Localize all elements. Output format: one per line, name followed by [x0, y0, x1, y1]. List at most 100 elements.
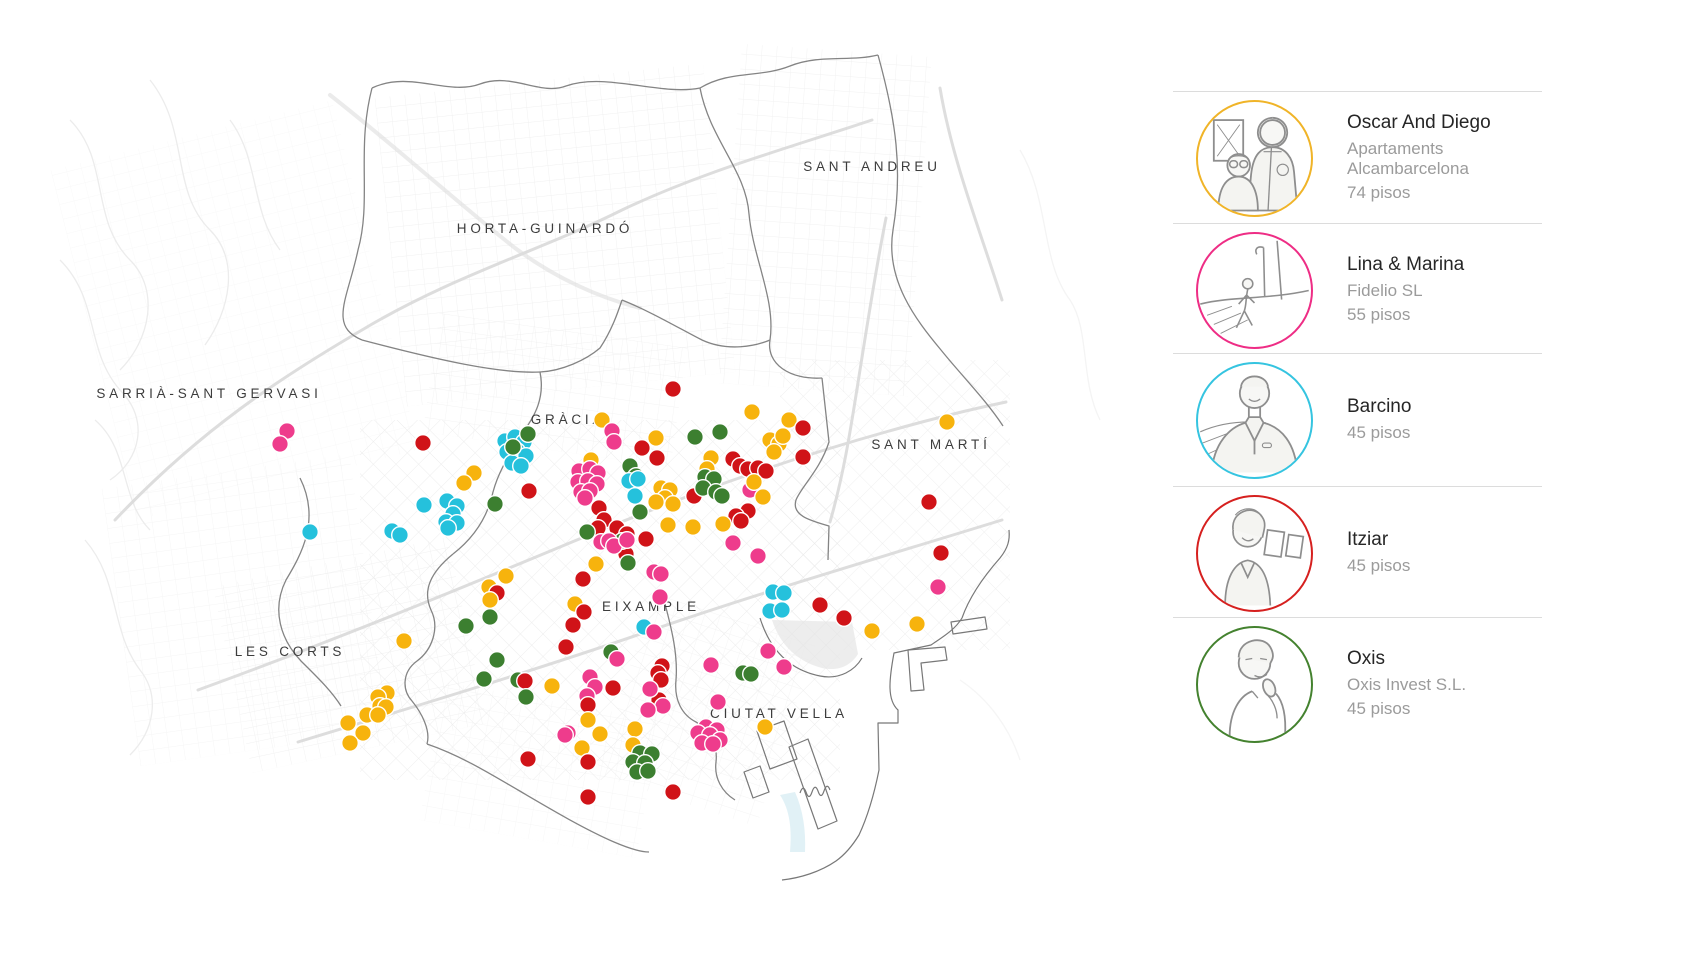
listing-dot[interactable]: [481, 591, 500, 610]
listing-dot[interactable]: [714, 515, 733, 534]
listing-dot[interactable]: [587, 555, 606, 574]
listing-dot[interactable]: [637, 530, 656, 549]
listing-dot[interactable]: [659, 516, 678, 535]
listing-dot[interactable]: [749, 547, 768, 566]
listing-dot[interactable]: [794, 448, 813, 467]
listing-dot[interactable]: [702, 656, 721, 675]
listing-dot[interactable]: [395, 632, 414, 651]
listing-dot[interactable]: [608, 650, 627, 669]
listing-dot[interactable]: [773, 601, 792, 620]
listing-dot[interactable]: [835, 609, 854, 628]
listing-dot[interactable]: [686, 428, 705, 447]
listing-dot[interactable]: [579, 788, 598, 807]
listing-dot[interactable]: [863, 622, 882, 641]
listing-dot[interactable]: [619, 554, 638, 573]
listing-dot[interactable]: [920, 493, 939, 512]
listing-dot[interactable]: [732, 512, 751, 531]
listing-dot[interactable]: [486, 495, 505, 514]
listing-dot[interactable]: [639, 701, 658, 720]
listing-dot[interactable]: [664, 380, 683, 399]
listing-dot[interactable]: [517, 688, 536, 707]
legend-item-barcino[interactable]: Barcino 45 pisos: [1173, 353, 1543, 484]
listing-dot[interactable]: [759, 642, 778, 661]
listing-dot[interactable]: [647, 429, 666, 448]
listing-dot[interactable]: [618, 531, 637, 550]
listing-dot[interactable]: [713, 487, 732, 506]
listing-dot[interactable]: [439, 519, 458, 538]
listing-dot[interactable]: [652, 565, 671, 584]
listing-dot[interactable]: [745, 473, 764, 492]
listing-dot[interactable]: [651, 588, 670, 607]
listing-dot[interactable]: [557, 638, 576, 657]
listing-dot[interactable]: [775, 584, 794, 603]
listing-dot[interactable]: [626, 720, 645, 739]
listing-dot[interactable]: [605, 433, 624, 452]
legend-item-oscar-and-diego[interactable]: Oscar And Diego Apartaments Alcambarcelo…: [1173, 91, 1543, 222]
listing-dot[interactable]: [271, 435, 290, 454]
listing-dot[interactable]: [516, 672, 535, 691]
listing-dot[interactable]: [754, 488, 773, 507]
listing-dot[interactable]: [564, 616, 583, 635]
listing-dot[interactable]: [929, 578, 948, 597]
listing-dot[interactable]: [415, 496, 434, 515]
listing-dot[interactable]: [519, 425, 538, 444]
listing-dot[interactable]: [593, 411, 612, 430]
listing-dot[interactable]: [629, 470, 648, 489]
listing-dot[interactable]: [414, 434, 433, 453]
listing-dot[interactable]: [664, 495, 683, 514]
listing-dot[interactable]: [794, 419, 813, 438]
listing-dot[interactable]: [684, 518, 703, 537]
listing-dot[interactable]: [648, 449, 667, 468]
listing-dot[interactable]: [457, 617, 476, 636]
listing-dot[interactable]: [575, 603, 594, 622]
listing-dot[interactable]: [301, 523, 320, 542]
listing-dot[interactable]: [647, 493, 666, 512]
listing-dot[interactable]: [604, 679, 623, 698]
listing-dot[interactable]: [765, 443, 784, 462]
listing-dot[interactable]: [704, 735, 723, 754]
listing-dot[interactable]: [711, 423, 730, 442]
listing-dot[interactable]: [369, 706, 388, 725]
legend-item-itziar[interactable]: Itziar 45 pisos: [1173, 486, 1543, 617]
listing-dot[interactable]: [641, 680, 660, 699]
listing-dot[interactable]: [481, 608, 500, 627]
listing-dot[interactable]: [504, 438, 523, 457]
listing-dot[interactable]: [743, 403, 762, 422]
listing-dot[interactable]: [908, 615, 927, 634]
listing-dot[interactable]: [339, 714, 358, 733]
listing-dot[interactable]: [579, 696, 598, 715]
listing-dot[interactable]: [497, 567, 516, 586]
listing-dot[interactable]: [654, 697, 673, 716]
listing-dot[interactable]: [811, 596, 830, 615]
listing-dot[interactable]: [579, 711, 598, 730]
listing-dot[interactable]: [519, 750, 538, 769]
listing-dot[interactable]: [631, 503, 650, 522]
listing-dot[interactable]: [774, 427, 793, 446]
listing-dot[interactable]: [932, 544, 951, 563]
listing-dot[interactable]: [780, 411, 799, 430]
listing-dot[interactable]: [576, 489, 595, 508]
listing-dot[interactable]: [938, 413, 957, 432]
listing-dot[interactable]: [578, 523, 597, 542]
listing-dot[interactable]: [488, 651, 507, 670]
listing-dot[interactable]: [645, 623, 664, 642]
listing-dot[interactable]: [579, 753, 598, 772]
listing-dot[interactable]: [475, 670, 494, 689]
listing-dot[interactable]: [742, 665, 761, 684]
listing-dot[interactable]: [556, 726, 575, 745]
listing-dot[interactable]: [639, 762, 658, 781]
listing-dot[interactable]: [724, 534, 743, 553]
listing-dot[interactable]: [591, 725, 610, 744]
legend-item-oxis[interactable]: Oxis Oxis Invest S.L. 45 pisos: [1173, 617, 1543, 748]
listing-dot[interactable]: [354, 724, 373, 743]
listing-dot[interactable]: [775, 658, 794, 677]
listing-dot[interactable]: [756, 718, 775, 737]
listing-dot[interactable]: [664, 783, 683, 802]
listing-dot[interactable]: [626, 487, 645, 506]
listing-dot[interactable]: [455, 474, 474, 493]
listing-dot[interactable]: [520, 482, 539, 501]
listing-dot[interactable]: [512, 457, 531, 476]
listing-dot[interactable]: [709, 693, 728, 712]
listing-dot[interactable]: [543, 677, 562, 696]
listing-dot[interactable]: [574, 570, 593, 589]
